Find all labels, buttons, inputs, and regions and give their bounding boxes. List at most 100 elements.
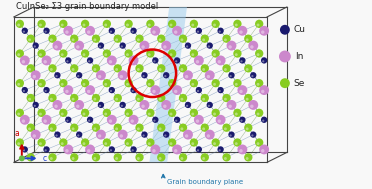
Circle shape xyxy=(168,109,176,117)
Circle shape xyxy=(261,117,267,123)
Circle shape xyxy=(212,79,220,87)
Circle shape xyxy=(259,145,269,154)
Circle shape xyxy=(129,56,138,65)
Circle shape xyxy=(63,145,73,154)
Circle shape xyxy=(174,90,177,93)
Circle shape xyxy=(148,53,151,56)
Circle shape xyxy=(76,131,82,138)
Circle shape xyxy=(227,100,237,110)
Circle shape xyxy=(163,131,169,138)
Circle shape xyxy=(213,142,216,145)
Circle shape xyxy=(126,113,129,115)
Circle shape xyxy=(261,90,264,93)
Circle shape xyxy=(152,90,156,93)
Circle shape xyxy=(50,68,53,71)
Circle shape xyxy=(87,149,90,153)
Circle shape xyxy=(170,53,173,56)
Circle shape xyxy=(255,109,263,117)
Circle shape xyxy=(39,142,42,145)
Circle shape xyxy=(32,75,36,78)
Circle shape xyxy=(76,45,80,49)
Circle shape xyxy=(180,157,183,160)
Circle shape xyxy=(125,138,133,147)
Circle shape xyxy=(104,142,107,145)
Circle shape xyxy=(28,127,31,130)
Circle shape xyxy=(135,35,144,43)
Circle shape xyxy=(59,49,67,58)
Circle shape xyxy=(16,49,24,58)
Circle shape xyxy=(132,149,134,151)
Circle shape xyxy=(244,153,253,162)
Circle shape xyxy=(224,127,227,130)
Circle shape xyxy=(16,109,24,117)
Circle shape xyxy=(202,68,205,71)
Circle shape xyxy=(168,79,176,87)
Circle shape xyxy=(255,49,263,58)
Circle shape xyxy=(170,24,173,26)
Circle shape xyxy=(113,35,122,43)
Circle shape xyxy=(92,153,100,162)
Circle shape xyxy=(280,78,290,88)
Text: Cu: Cu xyxy=(294,25,306,34)
Circle shape xyxy=(92,64,100,73)
Circle shape xyxy=(228,72,235,78)
Circle shape xyxy=(141,45,145,49)
Circle shape xyxy=(81,138,89,147)
Circle shape xyxy=(246,127,248,130)
Circle shape xyxy=(104,113,107,115)
Circle shape xyxy=(77,75,79,77)
Circle shape xyxy=(38,49,46,58)
Circle shape xyxy=(206,42,213,49)
Circle shape xyxy=(257,24,260,26)
Circle shape xyxy=(251,75,253,77)
Circle shape xyxy=(251,134,253,137)
Circle shape xyxy=(48,35,57,43)
Circle shape xyxy=(239,90,243,93)
Circle shape xyxy=(213,83,216,86)
Circle shape xyxy=(65,57,71,64)
Circle shape xyxy=(190,49,198,58)
Circle shape xyxy=(61,113,64,115)
Circle shape xyxy=(85,85,95,95)
Circle shape xyxy=(85,26,95,36)
Circle shape xyxy=(66,120,68,122)
Circle shape xyxy=(83,24,86,26)
Circle shape xyxy=(233,20,241,28)
Circle shape xyxy=(191,113,194,115)
Circle shape xyxy=(72,157,74,160)
Circle shape xyxy=(34,105,36,107)
Circle shape xyxy=(17,142,20,145)
Circle shape xyxy=(87,117,93,123)
Circle shape xyxy=(50,157,53,160)
Circle shape xyxy=(206,134,210,138)
Circle shape xyxy=(126,83,129,86)
Circle shape xyxy=(34,45,36,48)
Circle shape xyxy=(142,75,145,77)
Circle shape xyxy=(157,64,166,73)
Text: Grain boundary plane: Grain boundary plane xyxy=(167,179,243,185)
Circle shape xyxy=(65,30,69,34)
Circle shape xyxy=(126,142,129,145)
Circle shape xyxy=(213,24,216,26)
Circle shape xyxy=(132,31,134,33)
Circle shape xyxy=(157,35,166,43)
Circle shape xyxy=(244,35,253,43)
Circle shape xyxy=(31,70,41,80)
Circle shape xyxy=(98,102,104,108)
Circle shape xyxy=(70,35,78,43)
Circle shape xyxy=(74,100,84,110)
Circle shape xyxy=(235,142,238,145)
Circle shape xyxy=(180,68,183,71)
Circle shape xyxy=(222,94,231,102)
Circle shape xyxy=(248,100,258,110)
Circle shape xyxy=(109,87,115,93)
Circle shape xyxy=(168,20,176,28)
Circle shape xyxy=(183,130,193,139)
Circle shape xyxy=(170,83,173,86)
Circle shape xyxy=(88,120,90,122)
Circle shape xyxy=(23,149,25,151)
Circle shape xyxy=(85,145,95,154)
Circle shape xyxy=(190,79,198,87)
Circle shape xyxy=(104,53,107,56)
Circle shape xyxy=(152,57,158,64)
